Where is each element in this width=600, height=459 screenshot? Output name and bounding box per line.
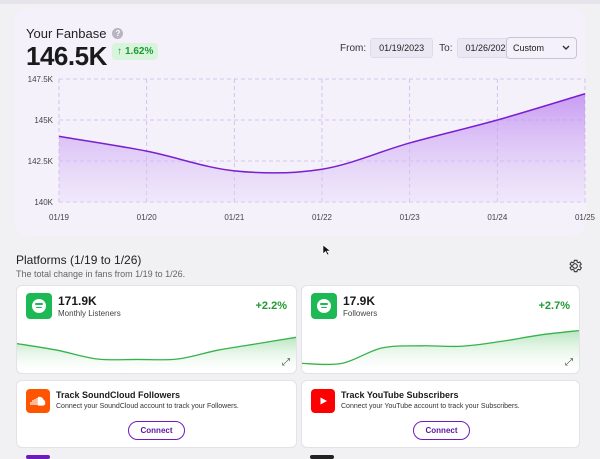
youtube-title: Track YouTube Subscribers <box>341 390 459 400</box>
next-card-icon-edge <box>26 455 50 459</box>
to-label: To: <box>439 42 453 54</box>
x-tick-label: 01/25 <box>575 213 596 222</box>
x-tick-label: 01/23 <box>400 213 421 222</box>
arrow-up-icon: ↑ <box>117 46 122 57</box>
youtube-icon <box>311 389 335 413</box>
from-date-input[interactable]: 01/19/2023 <box>370 38 434 58</box>
range-select[interactable]: Custom <box>506 37 577 59</box>
expand-icon[interactable]: ⤢ <box>282 357 290 368</box>
soundcloud-title: Track SoundCloud Followers <box>56 390 181 400</box>
spotify-icon <box>26 293 52 319</box>
fanbase-title: Your Fanbase ? <box>26 26 124 41</box>
connect-youtube-button[interactable]: Connect <box>413 421 470 440</box>
range-select-value: Custom <box>513 43 545 53</box>
sparkline-area <box>17 337 296 373</box>
fanbase-card: Your Fanbase ? 146.5K ↑ 1.62% From: 01/1… <box>14 8 596 236</box>
spotify-icon <box>311 293 337 319</box>
spotify-followers-sparkline <box>302 329 579 373</box>
platforms-title: Platforms (1/19 to 1/26) <box>16 253 142 267</box>
stat-change: +2.2% <box>255 300 288 312</box>
change-badge: ↑ 1.62% <box>112 43 159 60</box>
stat-value: 171.9K <box>58 294 97 308</box>
change-badge-value: 1.62% <box>125 46 154 57</box>
fanbase-title-text: Your Fanbase <box>26 26 107 41</box>
fanbase-line <box>58 93 586 174</box>
y-tick-label: 145K <box>34 116 53 125</box>
stat-change: +2.7% <box>538 300 571 312</box>
fanbase-chart: 147.5K 145K 142.5K 140K 01/19 01/20 01/21 01/22… <box>28 75 596 222</box>
spotify-listeners-sparkline <box>17 336 296 373</box>
sparkline-line <box>17 336 296 361</box>
y-tick-label: 142.5K <box>28 157 54 166</box>
mouse-cursor <box>322 244 332 256</box>
y-tick-label: 147.5K <box>28 75 54 84</box>
expand-icon[interactable]: ⤢ <box>565 357 573 368</box>
sparkline-area <box>302 330 579 373</box>
fanbase-area <box>59 93 585 202</box>
x-tick-label: 01/21 <box>224 213 245 222</box>
from-label: From: <box>340 42 367 54</box>
gear-icon[interactable] <box>567 258 583 274</box>
x-tick-label: 01/19 <box>49 213 70 222</box>
x-tick-label: 01/20 <box>137 213 158 222</box>
spotify-followers-card[interactable]: 17.9K Followers +2.7% ⤢ <box>301 285 580 374</box>
x-tick-label: 01/24 <box>487 213 508 222</box>
youtube-desc: Connect your YouTube account to track yo… <box>341 403 520 410</box>
x-tick-label: 01/22 <box>312 213 333 222</box>
stat-label: Followers <box>343 309 378 318</box>
help-icon[interactable]: ? <box>112 28 124 39</box>
spotify-listeners-card[interactable]: 171.9K Monthly Listeners +2.2% ⤢ <box>16 285 297 374</box>
stat-label: Monthly Listeners <box>58 309 121 318</box>
soundcloud-card: Track SoundCloud Followers Connect your … <box>16 380 297 448</box>
chevron-down-icon <box>562 45 570 50</box>
fanbase-value: 146.5K <box>26 41 107 71</box>
youtube-card: Track YouTube Subscribers Connect your Y… <box>301 380 580 448</box>
top-bar <box>0 0 600 4</box>
soundcloud-desc: Connect your SoundCloud account to track… <box>56 403 239 410</box>
platforms-subtitle: The total change in fans from 1/19 to 1/… <box>16 269 186 279</box>
stat-value: 17.9K <box>343 294 376 308</box>
y-tick-label: 140K <box>34 198 53 207</box>
next-card-icon-edge <box>310 455 334 459</box>
sparkline-line <box>302 329 579 366</box>
connect-soundcloud-button[interactable]: Connect <box>128 421 185 440</box>
soundcloud-icon <box>26 389 50 413</box>
